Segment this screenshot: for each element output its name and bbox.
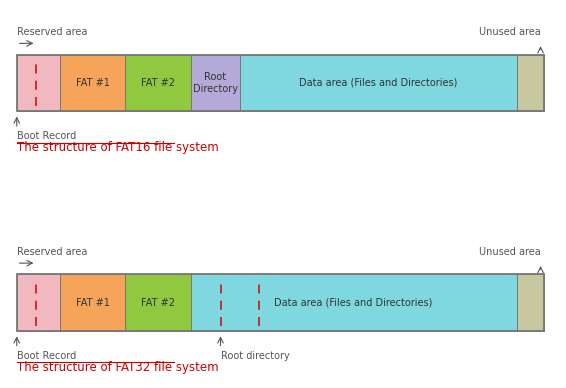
Bar [191,274,517,331]
Text: Root
Directory: Root Directory [192,72,238,94]
Bar [17,55,60,111]
Text: Reserved area: Reserved area [17,27,87,37]
Text: FAT #1: FAT #1 [76,298,110,308]
Bar [17,55,544,111]
Bar [239,55,517,111]
Text: Data area (Files and Directories): Data area (Files and Directories) [275,298,433,308]
Text: FAT #1: FAT #1 [76,78,110,88]
Bar [126,274,191,331]
Text: FAT #2: FAT #2 [141,298,175,308]
Text: The structure of FAT16 file system: The structure of FAT16 file system [17,141,218,154]
Bar [191,55,239,111]
Text: FAT #2: FAT #2 [141,78,175,88]
Bar [60,274,126,331]
Text: Root directory: Root directory [221,351,289,361]
Bar [60,55,126,111]
Text: Boot Record: Boot Record [17,351,76,361]
Bar [517,274,544,331]
Bar [126,55,191,111]
Bar [17,274,544,331]
Text: Unused area: Unused area [479,247,541,257]
Text: Data area (Files and Directories): Data area (Files and Directories) [299,78,457,88]
Text: The structure of FAT32 file system: The structure of FAT32 file system [17,361,218,374]
Text: Unused area: Unused area [479,27,541,37]
Bar [517,55,544,111]
Text: Reserved area: Reserved area [17,247,87,257]
Text: Boot Record: Boot Record [17,131,76,141]
Bar [17,274,60,331]
